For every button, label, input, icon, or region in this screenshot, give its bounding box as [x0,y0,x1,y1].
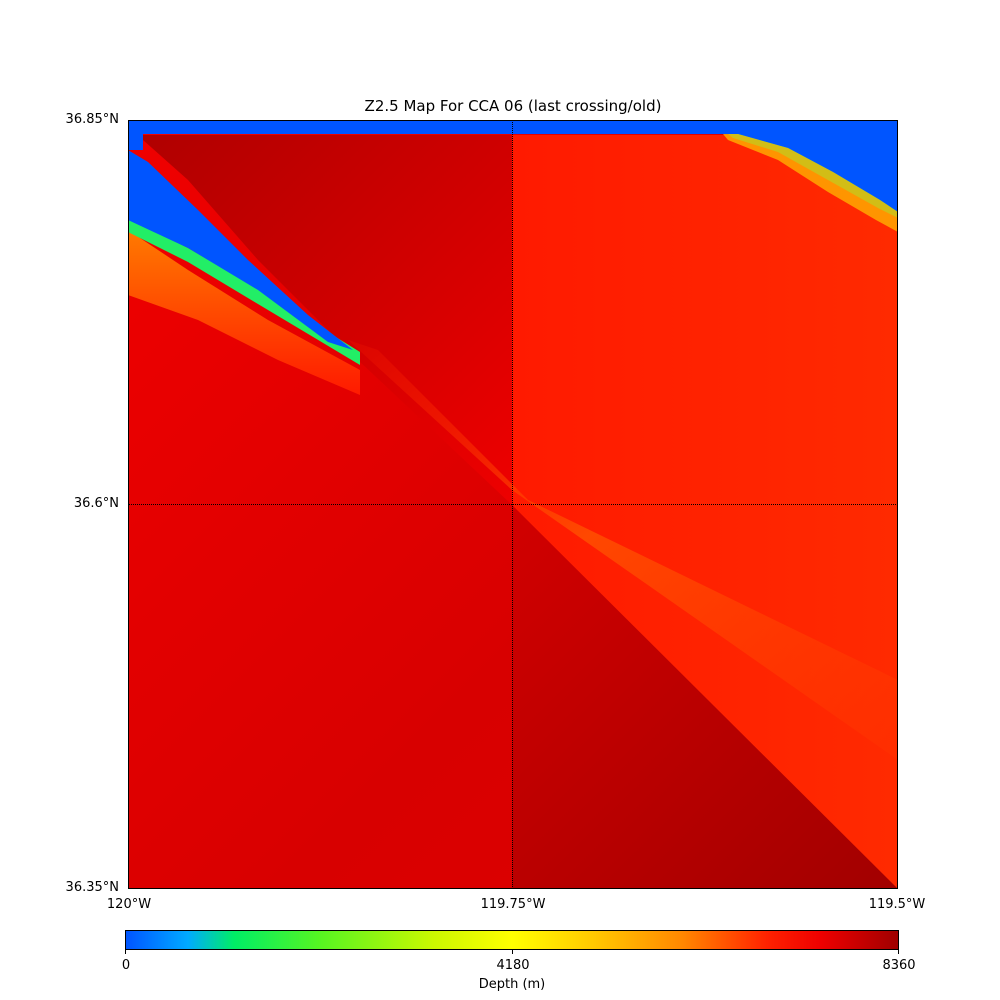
colorbar-tick-label: 4180 [496,958,530,973]
depth-region-north-shallow [128,120,898,134]
x-tick-label: 120°W [106,897,152,912]
grid-line-horizontal [128,504,898,505]
colorbar-label: Depth (m) [478,977,546,992]
depth-region-southeast-deep [512,505,898,889]
depth-region-north-shallow [128,120,143,150]
colorbar-tick-label: 0 [121,958,131,973]
depth-ridge [348,340,898,760]
depth-region-northwest-edge [128,230,360,395]
colorbar [125,930,899,950]
y-tick-label: 36.35°N [65,880,119,895]
y-tick-label: 36.6°N [73,496,119,511]
depth-region-northwest-shallow [128,150,353,350]
depth-region-east [512,135,898,889]
colorbar-tick-label: 8360 [882,958,916,973]
x-tick-label: 119.5°W [868,897,926,912]
depth-region-northwest-fringe [128,218,360,365]
depth-region-northwest-deep [143,135,512,505]
y-tick-label: 36.85°N [65,112,119,127]
chart-title: Z2.5 Map For CCA 06 (last crossing/old) [364,97,662,115]
x-tick-label: 119.75°W [480,897,546,912]
colorbar-tick-mark [512,950,513,954]
colorbar-tick-mark [125,950,126,954]
depth-region-northeast-transition [723,134,898,232]
colorbar-tick-mark [898,950,899,954]
depth-region-northeast-shallow [738,134,898,212]
